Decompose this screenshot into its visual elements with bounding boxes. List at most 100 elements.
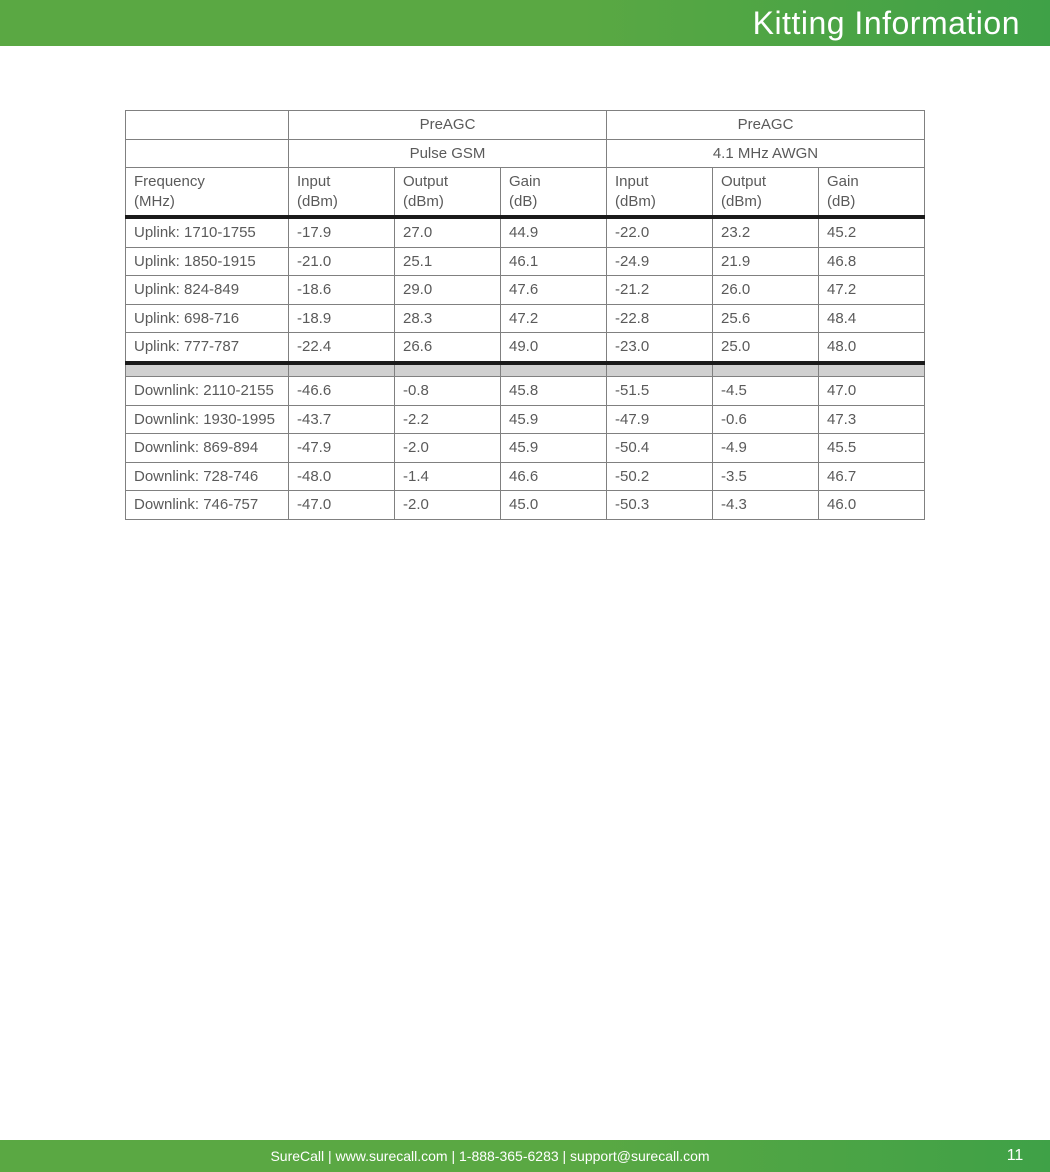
col-input-1: Input(dBm): [289, 168, 395, 218]
group-header-row-1: PreAGC PreAGC: [126, 111, 925, 140]
cell-out1: 29.0: [395, 276, 501, 305]
cell-freq: Downlink: 869-894: [126, 434, 289, 463]
cell-out1: -2.2: [395, 405, 501, 434]
cell-freq: Uplink: 824-849: [126, 276, 289, 305]
cell-in1: -43.7: [289, 405, 395, 434]
cell-out2: -4.3: [713, 491, 819, 520]
page-title: Kitting Information: [753, 5, 1020, 42]
cell-gain1: 47.6: [501, 276, 607, 305]
cell-in1: -21.0: [289, 247, 395, 276]
col-gain-2: Gain(dB): [819, 168, 925, 218]
column-header-row: Frequency(MHz) Input(dBm) Output(dBm) Ga…: [126, 168, 925, 218]
cell-gain2: 46.8: [819, 247, 925, 276]
cell-freq: Downlink: 2110-2155: [126, 377, 289, 406]
table-row: Downlink: 2110-2155-46.6-0.845.8-51.5-4.…: [126, 377, 925, 406]
content-area: PreAGC PreAGC Pulse GSM 4.1 MHz AWGN Fre…: [0, 46, 1050, 520]
cell-gain2: 46.0: [819, 491, 925, 520]
separator-row: [126, 363, 925, 377]
blank-cell: [126, 139, 289, 168]
cell-gain1: 46.6: [501, 462, 607, 491]
blank-cell: [126, 111, 289, 140]
cell-gain1: 45.8: [501, 377, 607, 406]
table-row: Uplink: 1710-1755-17.927.044.9-22.023.24…: [126, 217, 925, 247]
cell-in2: -50.4: [607, 434, 713, 463]
cell-out2: -3.5: [713, 462, 819, 491]
cell-gain1: 45.9: [501, 405, 607, 434]
cell-in2: -22.0: [607, 217, 713, 247]
cell-freq: Downlink: 746-757: [126, 491, 289, 520]
group1-top: PreAGC: [289, 111, 607, 140]
cell-in2: -50.3: [607, 491, 713, 520]
cell-in1: -48.0: [289, 462, 395, 491]
cell-gain2: 45.5: [819, 434, 925, 463]
cell-out1: 27.0: [395, 217, 501, 247]
cell-gain1: 46.1: [501, 247, 607, 276]
cell-in1: -47.0: [289, 491, 395, 520]
cell-gain1: 49.0: [501, 333, 607, 363]
cell-gain1: 45.9: [501, 434, 607, 463]
cell-freq: Uplink: 777-787: [126, 333, 289, 363]
cell-in1: -22.4: [289, 333, 395, 363]
group2-top: PreAGC: [607, 111, 925, 140]
cell-gain2: 47.0: [819, 377, 925, 406]
cell-freq: Downlink: 1930-1995: [126, 405, 289, 434]
cell-in2: -21.2: [607, 276, 713, 305]
cell-out1: 26.6: [395, 333, 501, 363]
cell-freq: Uplink: 698-716: [126, 304, 289, 333]
cell-out2: -4.9: [713, 434, 819, 463]
cell-in1: -46.6: [289, 377, 395, 406]
footer-band: SureCall | www.surecall.com | 1-888-365-…: [0, 1140, 1050, 1172]
group1-sub: Pulse GSM: [289, 139, 607, 168]
cell-out2: -0.6: [713, 405, 819, 434]
cell-in2: -23.0: [607, 333, 713, 363]
cell-gain1: 45.0: [501, 491, 607, 520]
cell-out2: -4.5: [713, 377, 819, 406]
col-gain-1: Gain(dB): [501, 168, 607, 218]
table-row: Uplink: 777-787-22.426.649.0-23.025.048.…: [126, 333, 925, 363]
page-number: 11: [980, 1147, 1050, 1165]
cell-out1: -2.0: [395, 491, 501, 520]
cell-gain2: 47.2: [819, 276, 925, 305]
cell-out1: -1.4: [395, 462, 501, 491]
cell-out1: -0.8: [395, 377, 501, 406]
cell-in2: -51.5: [607, 377, 713, 406]
footer-text: SureCall | www.surecall.com | 1-888-365-…: [0, 1148, 980, 1164]
cell-in1: -18.6: [289, 276, 395, 305]
cell-in1: -18.9: [289, 304, 395, 333]
cell-gain2: 48.0: [819, 333, 925, 363]
cell-gain1: 44.9: [501, 217, 607, 247]
cell-in2: -24.9: [607, 247, 713, 276]
cell-out2: 25.0: [713, 333, 819, 363]
col-input-2: Input(dBm): [607, 168, 713, 218]
cell-in2: -47.9: [607, 405, 713, 434]
cell-in1: -47.9: [289, 434, 395, 463]
cell-out2: 21.9: [713, 247, 819, 276]
table-row: Downlink: 869-894-47.9-2.045.9-50.4-4.94…: [126, 434, 925, 463]
cell-gain2: 46.7: [819, 462, 925, 491]
cell-out1: -2.0: [395, 434, 501, 463]
table-row: Downlink: 728-746-48.0-1.446.6-50.2-3.54…: [126, 462, 925, 491]
cell-out1: 25.1: [395, 247, 501, 276]
spec-table: PreAGC PreAGC Pulse GSM 4.1 MHz AWGN Fre…: [125, 110, 925, 520]
col-output-1: Output(dBm): [395, 168, 501, 218]
group-header-row-2: Pulse GSM 4.1 MHz AWGN: [126, 139, 925, 168]
table-row: Uplink: 698-716-18.928.347.2-22.825.648.…: [126, 304, 925, 333]
cell-gain2: 48.4: [819, 304, 925, 333]
cell-gain2: 47.3: [819, 405, 925, 434]
cell-freq: Downlink: 728-746: [126, 462, 289, 491]
cell-gain1: 47.2: [501, 304, 607, 333]
col-freq: Frequency(MHz): [126, 168, 289, 218]
cell-out2: 26.0: [713, 276, 819, 305]
table-row: Uplink: 1850-1915-21.025.146.1-24.921.94…: [126, 247, 925, 276]
cell-out1: 28.3: [395, 304, 501, 333]
table-row: Downlink: 1930-1995-43.7-2.245.9-47.9-0.…: [126, 405, 925, 434]
cell-freq: Uplink: 1850-1915: [126, 247, 289, 276]
col-output-2: Output(dBm): [713, 168, 819, 218]
cell-out2: 25.6: [713, 304, 819, 333]
cell-out2: 23.2: [713, 217, 819, 247]
cell-gain2: 45.2: [819, 217, 925, 247]
table-row: Downlink: 746-757-47.0-2.045.0-50.3-4.34…: [126, 491, 925, 520]
table-row: Uplink: 824-849-18.629.047.6-21.226.047.…: [126, 276, 925, 305]
cell-in2: -50.2: [607, 462, 713, 491]
cell-freq: Uplink: 1710-1755: [126, 217, 289, 247]
